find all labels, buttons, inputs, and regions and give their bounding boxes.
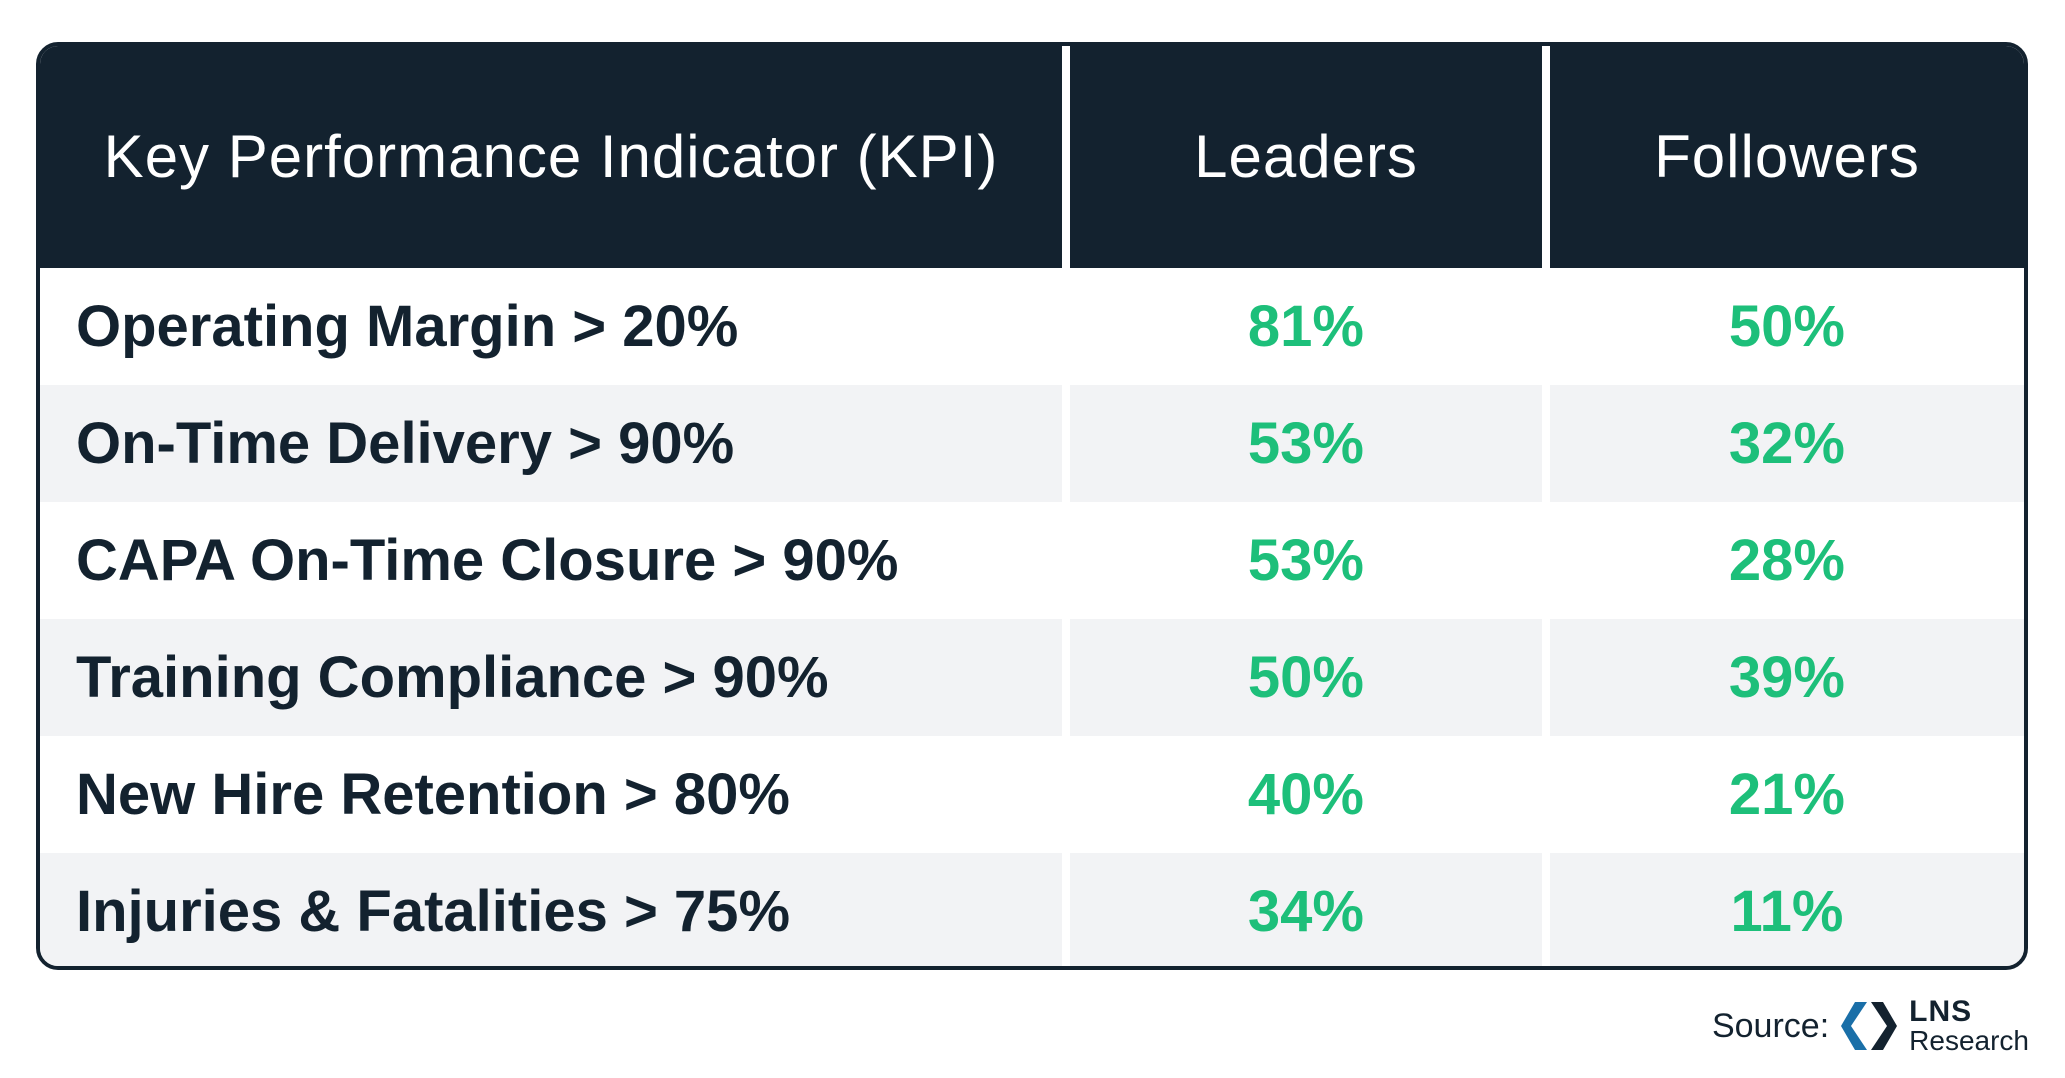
followers-value: 32% (1549, 385, 2024, 502)
header-divider (1542, 46, 1551, 268)
column-divider (1061, 619, 1070, 736)
source-label: Source: (1711, 1006, 1830, 1045)
table-row: Operating Margin > 20% 81% 50% (40, 268, 2024, 385)
kpi-cell: Injuries & Fatalities > 75% (40, 853, 1062, 966)
kpi-cell: Training Compliance > 90% (40, 619, 1062, 736)
kpi-cell: On-Time Delivery > 90% (40, 385, 1062, 502)
leaders-value: 40% (1069, 736, 1542, 853)
lns-hexagon-logo-icon (1841, 996, 1898, 1056)
column-divider (1061, 502, 1070, 619)
column-divider (1541, 853, 1550, 966)
column-divider (1541, 385, 1550, 502)
followers-value: 28% (1549, 502, 2024, 619)
column-divider (1541, 502, 1550, 619)
kpi-cell: New Hire Retention > 80% (40, 736, 1062, 853)
leaders-value: 81% (1069, 268, 1542, 385)
header-followers: Followers (1654, 123, 1920, 190)
column-divider (1061, 853, 1070, 966)
leaders-value: 53% (1069, 502, 1542, 619)
logo-subtitle: Research (1909, 1025, 2029, 1056)
column-divider (1061, 268, 1070, 385)
column-divider (1061, 385, 1070, 502)
header-kpi: Key Performance Indicator (KPI) (103, 123, 999, 190)
source-credit: Source: LNS Research (1712, 994, 2029, 1058)
table-header: Key Performance Indicator (KPI) Leaders … (40, 46, 2024, 268)
followers-value: 11% (1549, 853, 2024, 966)
table-row: On-Time Delivery > 90% 53% 32% (40, 385, 2024, 502)
table-row: CAPA On-Time Closure > 90% 53% 28% (40, 502, 2024, 619)
header-divider (1062, 46, 1071, 268)
kpi-table: Key Performance Indicator (KPI) Leaders … (36, 42, 2028, 970)
table-row: Injuries & Fatalities > 75% 34% 11% (40, 853, 2024, 966)
leaders-value: 50% (1069, 619, 1542, 736)
followers-value: 50% (1549, 268, 2024, 385)
kpi-cell: Operating Margin > 20% (40, 268, 1062, 385)
column-divider (1541, 268, 1550, 385)
leaders-value: 53% (1069, 385, 1542, 502)
column-divider (1541, 619, 1550, 736)
table-row: New Hire Retention > 80% 40% 21% (40, 736, 2024, 853)
table-body: Operating Margin > 20% 81% 50% On-Time D… (40, 268, 2024, 966)
table-row: Training Compliance > 90% 50% 39% (40, 619, 2024, 736)
followers-value: 21% (1549, 736, 2024, 853)
leaders-value: 34% (1069, 853, 1542, 966)
column-divider (1061, 736, 1070, 853)
followers-value: 39% (1549, 619, 2024, 736)
column-divider (1541, 736, 1550, 853)
kpi-cell: CAPA On-Time Closure > 90% (40, 502, 1062, 619)
logo-name: LNS (1909, 995, 1973, 1028)
header-leaders: Leaders (1194, 123, 1418, 190)
logo-wordmark: LNS Research (1909, 997, 2029, 1055)
